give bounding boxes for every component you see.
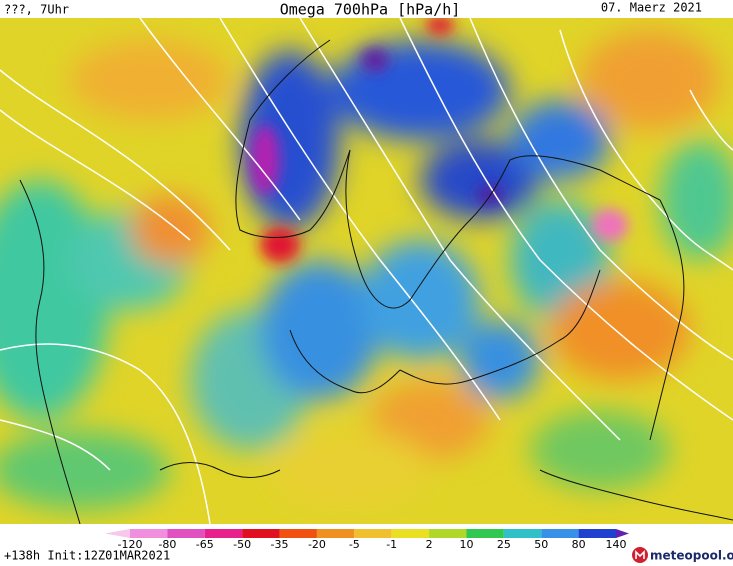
logo-text: meteopool.org [650, 549, 733, 563]
colorbar-label: -1 [386, 538, 397, 551]
colorbar: -120 -80 -65 -50 -35 -20 -5 -1 2 10 25 50 80 140 [105, 529, 629, 551]
colorbar-cell [616, 529, 629, 538]
colorbar-label: -65 [196, 538, 214, 551]
isobars [0, 17, 733, 525]
colorbar-cell [242, 529, 280, 538]
run-info: +138h Init:12Z01MAR2021 [4, 549, 170, 563]
colorbar-label: -35 [271, 538, 289, 551]
colorbar-label: 140 [606, 538, 627, 551]
colorbar-cell [429, 529, 467, 538]
colorbar-cell [130, 529, 168, 538]
colorbar-label: 25 [497, 538, 511, 551]
colorbar-cell [204, 529, 243, 538]
colorbar-label: -120 [118, 538, 143, 551]
coastlines [19, 39, 733, 525]
header-date: 07. Maerz 2021 [601, 1, 702, 15]
colorbar-cell [354, 529, 392, 538]
colorbar-cell [316, 529, 355, 538]
colorbar-cell [391, 529, 430, 538]
colorbar-cell [503, 529, 542, 538]
header-title: Omega 700hPa [hPa/h] [280, 1, 461, 19]
colorbar-cell [466, 529, 504, 538]
colorbar-label: -5 [349, 538, 360, 551]
colorbar-label: -80 [158, 538, 176, 551]
colorbar-cell [105, 529, 130, 538]
colorbar-cell [167, 529, 205, 538]
header-bar [0, 0, 733, 18]
colorbar-label: 80 [572, 538, 586, 551]
logo-mark [635, 550, 645, 559]
colorbar-label: -50 [233, 538, 251, 551]
colorbar-label: 50 [534, 538, 548, 551]
colorbar-label: 10 [459, 538, 473, 551]
colorbar-label: 2 [426, 538, 433, 551]
header-left: ???, 7Uhr [4, 3, 69, 17]
colorbar-label: -20 [308, 538, 326, 551]
colorbar-cell [279, 529, 317, 538]
colorbar-cell [541, 529, 579, 538]
colorbar-cell [578, 529, 616, 538]
map-field [0, 18, 733, 524]
